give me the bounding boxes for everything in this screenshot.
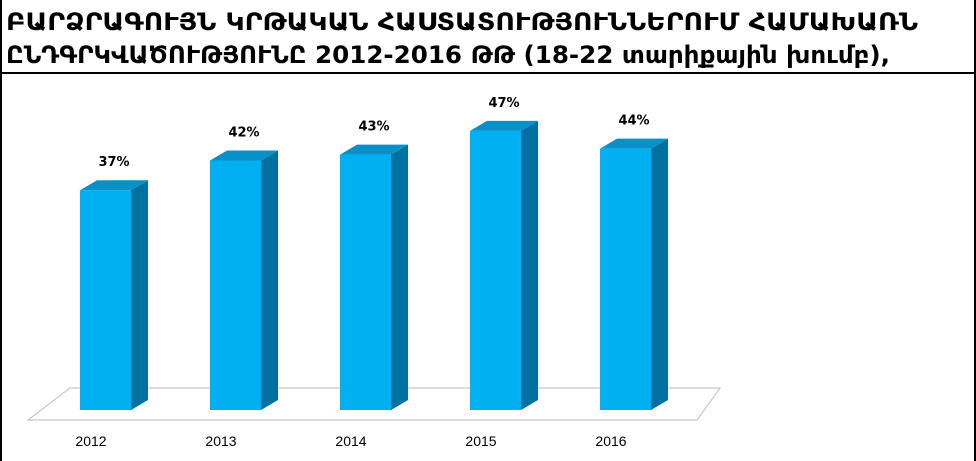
bar-side [131,180,148,410]
x-tick-label: 2013 [205,433,236,449]
bar-side [261,150,278,410]
x-tick-label: 2015 [465,433,496,449]
chart-title: ԲԱՐՁՐԱԳՈՒՅՆ ԿՐԹԱԿԱՆ ՀԱՍՏԱՏՈՒԹՅՈՒՆՆԵՐՈՒՄ … [6,8,918,36]
bar [80,180,148,410]
bar-side [651,138,668,410]
bar-top [600,138,668,149]
bar [470,120,538,410]
bar-front [80,190,131,410]
x-tick-label: 2014 [335,433,366,449]
bar-front [210,160,261,410]
bar-side [391,144,408,410]
bar-top [80,180,148,191]
value-label: 42% [228,126,259,141]
bar-top [470,120,538,131]
bar-front [600,148,651,410]
value-label: 44% [618,114,649,129]
bar [600,138,668,410]
bar [210,150,278,410]
bar [340,144,408,410]
x-tick-label: 2012 [75,433,106,449]
value-label: 43% [358,120,389,135]
bar-front [470,130,521,410]
value-label: 37% [98,155,129,170]
x-tick-label: 2016 [595,433,626,449]
chart-title: ԸՆԴԳՐԿՎԱԾՈՒԹՅՈՒՆԸ 2012-2016 ԹԹ (18-22 տա… [6,41,890,69]
bar-top [210,150,278,161]
bar-side [521,120,538,410]
bar-front [340,154,391,410]
bar-top [340,144,408,155]
value-label: 47% [488,96,519,111]
